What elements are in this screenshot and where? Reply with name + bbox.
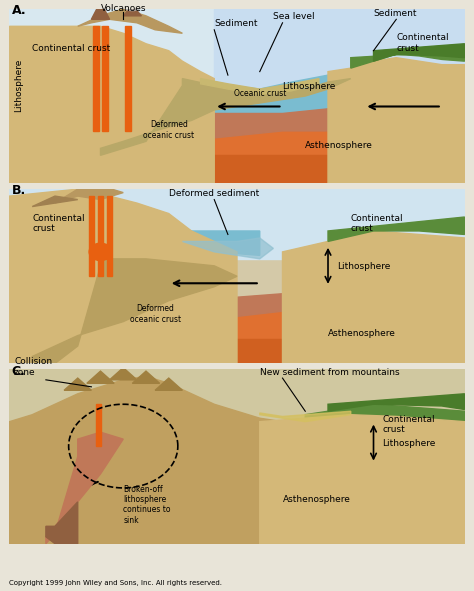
Polygon shape [9, 287, 465, 329]
Polygon shape [155, 378, 182, 390]
Polygon shape [100, 79, 351, 155]
Text: Asthenosphere: Asthenosphere [328, 329, 396, 337]
Text: Continental
crust: Continental crust [351, 213, 403, 233]
Polygon shape [78, 9, 182, 33]
Text: Continental crust: Continental crust [32, 44, 110, 53]
Text: Copyright 1999 John Wiley and Sons, Inc. All rights reserved.: Copyright 1999 John Wiley and Sons, Inc.… [9, 580, 222, 586]
Polygon shape [182, 238, 273, 259]
Polygon shape [46, 502, 78, 544]
Text: Lithosphere: Lithosphere [383, 439, 436, 448]
Bar [9, 155, 465, 183]
Bar [96, 404, 101, 446]
Bar [9, 311, 465, 363]
Text: Lithosphere: Lithosphere [337, 262, 391, 271]
Polygon shape [9, 376, 283, 544]
Polygon shape [132, 371, 160, 384]
Text: Collision
zone: Collision zone [14, 357, 52, 376]
Bar [89, 196, 94, 277]
Polygon shape [64, 378, 91, 390]
Polygon shape [169, 72, 351, 113]
Bar [214, 9, 465, 96]
Bar [102, 27, 108, 131]
Text: Deformed
oceanic crust: Deformed oceanic crust [129, 304, 181, 324]
Polygon shape [9, 106, 465, 148]
Bar [9, 9, 214, 96]
Bar [125, 27, 130, 131]
Circle shape [121, 0, 144, 11]
Text: Lithosphere: Lithosphere [283, 82, 336, 91]
Text: Sediment: Sediment [374, 9, 417, 18]
Bar [98, 196, 103, 277]
Circle shape [89, 0, 112, 7]
Text: B.: B. [12, 184, 26, 197]
Text: Oceanic crust: Oceanic crust [234, 89, 286, 98]
Circle shape [98, 0, 117, 2]
Circle shape [130, 0, 148, 5]
Text: Lithosphere: Lithosphere [14, 59, 23, 112]
Text: Continental
crust: Continental crust [396, 33, 449, 53]
Text: Sediment: Sediment [214, 20, 258, 28]
Text: Sea level: Sea level [273, 12, 315, 21]
Text: Deformed sediment: Deformed sediment [169, 189, 259, 198]
Polygon shape [260, 415, 465, 544]
Circle shape [89, 243, 112, 261]
Polygon shape [201, 79, 319, 95]
Bar [107, 196, 112, 277]
Circle shape [103, 0, 126, 4]
Text: Continental
crust: Continental crust [383, 415, 435, 434]
Text: Volcanoes: Volcanoes [100, 4, 146, 12]
Bar [9, 516, 465, 544]
Polygon shape [32, 259, 237, 363]
Polygon shape [46, 432, 123, 544]
Polygon shape [55, 186, 123, 203]
Polygon shape [328, 58, 465, 183]
Text: A.: A. [12, 4, 27, 17]
Polygon shape [328, 217, 465, 242]
Polygon shape [374, 44, 465, 61]
Polygon shape [9, 27, 214, 183]
Bar [9, 369, 465, 422]
Polygon shape [87, 371, 114, 384]
Polygon shape [328, 394, 465, 411]
Text: Continental
crust: Continental crust [32, 213, 85, 233]
Text: Deformed
oceanic crust: Deformed oceanic crust [143, 121, 194, 140]
Text: Broken-off
lithosphere
continues to
sink: Broken-off lithosphere continues to sink [123, 485, 171, 525]
Bar [9, 189, 465, 259]
Polygon shape [32, 196, 78, 207]
Polygon shape [123, 5, 141, 16]
Text: Asthenosphere: Asthenosphere [305, 141, 373, 150]
Polygon shape [9, 189, 237, 363]
Polygon shape [283, 231, 465, 363]
Polygon shape [351, 51, 465, 68]
Bar [9, 474, 465, 544]
Text: Asthenosphere: Asthenosphere [283, 495, 350, 504]
Bar [9, 339, 465, 363]
Polygon shape [169, 231, 260, 255]
Polygon shape [305, 404, 465, 422]
Text: New sediment from mountains: New sediment from mountains [260, 368, 400, 376]
Bar [9, 131, 465, 183]
Polygon shape [91, 2, 109, 20]
Polygon shape [109, 368, 137, 380]
Bar [93, 27, 99, 131]
Text: C.: C. [12, 365, 26, 378]
Polygon shape [260, 411, 351, 422]
Polygon shape [146, 439, 465, 474]
